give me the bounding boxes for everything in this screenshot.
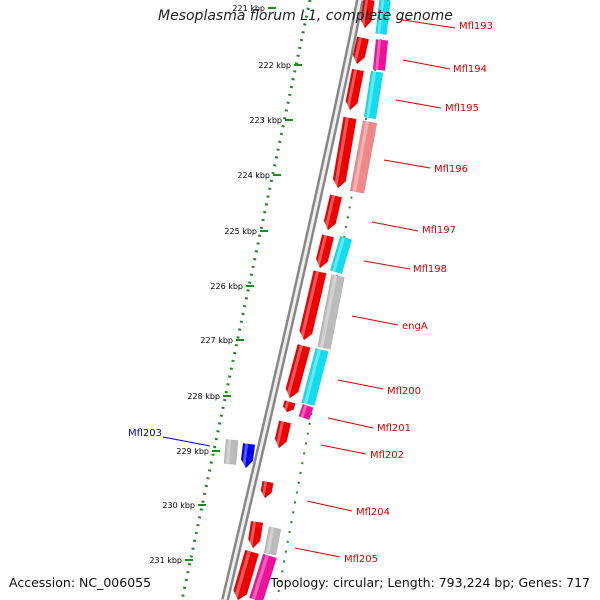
gene-block[interactable] (323, 194, 343, 231)
genome-title: Mesoplasma florum L1, complete genome (158, 8, 453, 24)
gene-leader-line (320, 444, 367, 455)
gene-block[interactable] (363, 70, 384, 120)
accession-text: Accession: NC_006055 (9, 575, 152, 590)
gene-block[interactable] (282, 400, 296, 413)
gene-block[interactable] (301, 348, 329, 406)
gene-block-highlight (283, 400, 290, 412)
gene-leader-line (162, 436, 211, 447)
gene-label[interactable]: Mfl197 (422, 225, 456, 236)
gene-block[interactable] (240, 442, 256, 469)
scale-label: 222 kbp (258, 61, 291, 70)
gene-block[interactable] (375, 0, 391, 35)
gene-block[interactable] (372, 39, 389, 71)
gene-leader-line (337, 379, 384, 390)
gene-block-highlight (353, 37, 363, 64)
gene-block-highlight (261, 481, 268, 498)
gene-leader-line (402, 59, 451, 70)
scale-label: 229 kbp (176, 447, 209, 456)
gene-block-highlight (285, 344, 304, 398)
gene-block[interactable] (345, 68, 365, 111)
gene-label[interactable]: Mfl205 (344, 554, 378, 565)
scale-ticks: 221 kbp 222 kbp 223 kbp 224 kbp 225 kbp 226 k… (149, 4, 302, 565)
scale-label: 231 kbp (149, 556, 182, 565)
gene-block-highlight (300, 404, 308, 418)
gene-block-highlight (266, 527, 275, 554)
gene-leader-line (396, 18, 456, 29)
gene-label[interactable]: Mfl195 (445, 103, 479, 114)
gene-block[interactable] (233, 549, 260, 600)
gene-leader-line (306, 500, 353, 512)
gene-block[interactable] (248, 553, 278, 600)
gene-block[interactable] (263, 526, 282, 556)
gene-label[interactable]: Mfl202 (370, 450, 404, 461)
gene-block-highlight (332, 236, 346, 272)
gene-block-highlight (251, 554, 269, 600)
gene-label[interactable]: Mfl196 (434, 164, 468, 175)
gene-block-highlight (375, 39, 382, 70)
gene-block-highlight (333, 117, 350, 188)
genome-summary: Topology: circular; Length: 793,224 bp; … (270, 575, 591, 590)
gene-label[interactable]: Mfl198 (413, 264, 447, 275)
gene-block[interactable] (349, 120, 378, 194)
gene-block-highlight (366, 71, 377, 118)
scale-label: 221 kbp (232, 4, 265, 13)
gene-label[interactable]: Mfl200 (387, 386, 421, 397)
scale-label: 228 kbp (187, 392, 220, 401)
gene-block[interactable] (360, 0, 375, 29)
gene-label[interactable]: Mfl193 (459, 21, 493, 32)
gene-leader-line (351, 315, 399, 326)
gene-block[interactable] (260, 480, 274, 499)
gene-block[interactable] (317, 274, 345, 350)
scale-label: 223 kbp (249, 116, 282, 125)
gene-block-highlight (249, 521, 257, 548)
gene-labels: Mfl193 Mfl194 Mfl195 Mfl196 Mfl197 Mfl198 engA… (128, 18, 493, 565)
gene-block[interactable] (315, 234, 335, 269)
gene-block-highlight (324, 195, 336, 230)
gene-block-highlight (352, 121, 369, 192)
backbone-core (223, 0, 362, 600)
gene-leader-line (395, 99, 442, 109)
gene-track (223, 0, 391, 600)
gene-block-highlight (226, 439, 232, 464)
gene-block-highlight (319, 275, 338, 348)
scale-label: 226 kbp (210, 282, 243, 291)
scale-label: 227 kbp (200, 336, 233, 345)
gene-label[interactable]: Mfl204 (356, 507, 390, 518)
gene-block-highlight (233, 550, 251, 600)
gene-block-highlight (275, 421, 285, 448)
gene-leader-line (371, 221, 419, 232)
gene-block-highlight (377, 0, 385, 34)
gene-block[interactable] (332, 116, 357, 189)
gene-block-highlight (361, 0, 369, 28)
gene-block[interactable] (274, 420, 292, 449)
gene-label[interactable]: Mfl194 (453, 64, 487, 75)
gene-block-highlight (299, 271, 320, 340)
gene-block[interactable] (329, 235, 353, 275)
gene-block[interactable] (285, 343, 311, 399)
gene-leader-line (363, 260, 411, 270)
gene-block-highlight (346, 69, 358, 110)
gene-block[interactable] (352, 36, 370, 65)
gene-label[interactable]: Mfl201 (377, 423, 411, 434)
gene-leader-line (383, 159, 431, 169)
gene-block-highlight (316, 235, 328, 268)
gene-block[interactable] (298, 403, 314, 421)
gene-block[interactable] (223, 439, 239, 465)
scale-label: 224 kbp (237, 171, 270, 180)
gene-label[interactable]: Mfl203 (128, 428, 162, 439)
gene-block-highlight (303, 348, 322, 404)
gene-leader-line (327, 417, 374, 429)
gene-label[interactable]: engA (402, 321, 428, 332)
gene-block-highlight (242, 443, 249, 468)
scale-label: 230 kbp (162, 501, 195, 510)
scale-label: 225 kbp (224, 227, 257, 236)
gene-block[interactable] (247, 520, 264, 549)
gene-leader-line (294, 547, 341, 558)
gene-block[interactable] (299, 270, 327, 341)
